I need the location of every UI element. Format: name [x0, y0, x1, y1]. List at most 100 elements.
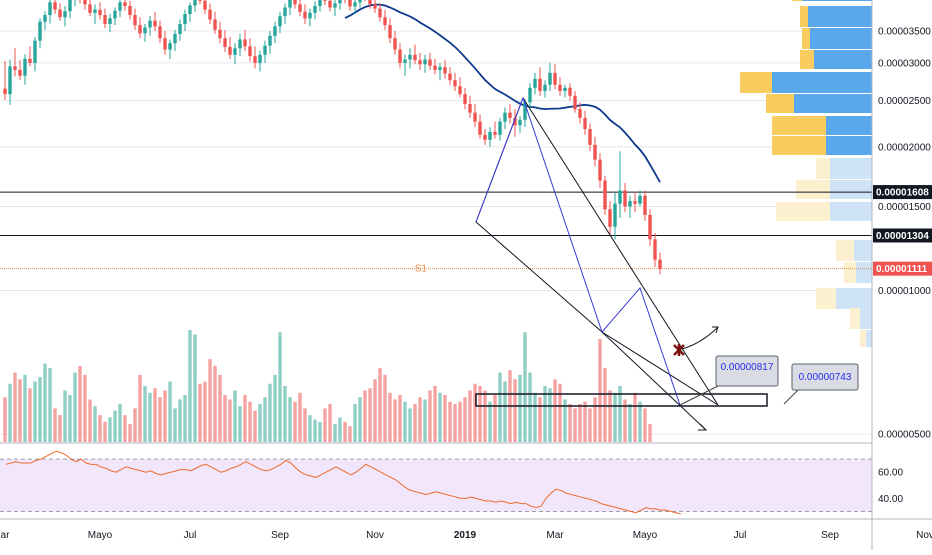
- volume-bar: [208, 359, 212, 442]
- candle-body: [578, 109, 582, 118]
- candle-body: [563, 87, 567, 91]
- volume-bar: [338, 417, 342, 442]
- volume-bar: [518, 374, 522, 442]
- candle-body: [353, 2, 357, 7]
- candle-body: [628, 201, 632, 207]
- volume-bar: [393, 399, 397, 442]
- callout-box-2[interactable]: [791, 363, 859, 391]
- moving-average: [344, 3, 661, 183]
- vp-sell-bar: [794, 94, 872, 113]
- candle: [658, 252, 662, 275]
- candle-body: [543, 84, 547, 91]
- candles: [3, 0, 662, 275]
- volume-bar: [383, 374, 387, 442]
- volume-bar: [618, 386, 622, 442]
- vp-sell-bar: [836, 288, 872, 309]
- candle: [508, 104, 512, 124]
- time-tick: Mar: [546, 530, 564, 541]
- volume-bar: [463, 397, 467, 442]
- volume-bar: [368, 388, 372, 442]
- candle-body: [83, 0, 87, 5]
- volume-bar: [303, 408, 307, 442]
- candle: [613, 193, 617, 240]
- volume-bar: [438, 392, 442, 442]
- volume-bar: [63, 390, 67, 442]
- volume-bar: [18, 379, 22, 442]
- candle: [453, 72, 457, 91]
- candle-body: [153, 20, 157, 27]
- volume-bar: [563, 399, 567, 442]
- callout-box-1[interactable]: [715, 355, 779, 387]
- candle: [543, 80, 547, 98]
- candle-body: [198, 0, 202, 1]
- candle-body: [188, 5, 192, 14]
- volume-bar: [608, 390, 612, 442]
- price-axis[interactable]: 0.00003500 0.00003000 0.00002500 0.00002…: [873, 27, 932, 505]
- candle: [63, 5, 67, 27]
- volume-bar: [448, 401, 452, 442]
- candle-body: [513, 117, 517, 126]
- volume-bar: [313, 419, 317, 442]
- vp-buy-bar: [816, 158, 830, 179]
- volume-bar: [193, 334, 197, 442]
- candle-body: [423, 59, 427, 65]
- volume-bar: [528, 372, 532, 442]
- candle-body: [303, 11, 307, 19]
- volume-bar: [13, 372, 17, 442]
- candle-body: [638, 195, 642, 204]
- candle: [578, 102, 582, 124]
- volume-bar: [353, 403, 357, 442]
- volume-bar: [173, 408, 177, 442]
- candle-body: [568, 87, 572, 96]
- candle: [268, 31, 272, 54]
- candle-body: [173, 33, 177, 44]
- candle: [598, 153, 602, 188]
- candle: [583, 110, 587, 135]
- volume-bar: [538, 397, 542, 442]
- candle: [233, 43, 237, 65]
- drawings[interactable]: 0.00000817 0.00000743: [475, 96, 859, 431]
- candle: [383, 9, 387, 30]
- candle-body: [438, 67, 442, 70]
- vp-sell-bar: [814, 50, 872, 69]
- volume-bar: [598, 338, 602, 442]
- candle: [498, 117, 502, 141]
- vp-buy-bar: [860, 330, 866, 347]
- volume-bar: [458, 401, 462, 442]
- candle-body: [248, 46, 252, 57]
- volume-bar: [258, 403, 262, 442]
- candle: [243, 29, 247, 51]
- candle: [13, 48, 17, 77]
- vp-buy-bar: [800, 50, 814, 69]
- volume-bar: [418, 397, 422, 442]
- candle: [28, 46, 32, 67]
- volume-bar: [188, 330, 192, 442]
- target-zone-rect[interactable]: [475, 393, 768, 407]
- candle: [633, 193, 637, 213]
- volume-bar: [98, 415, 102, 442]
- candle: [138, 17, 142, 39]
- time-axis[interactable]: ar Mayo Jul Sep Nov 2019 Mar Mayo Jul Se…: [1, 530, 932, 541]
- candle-body: [253, 56, 257, 63]
- candle-body: [243, 39, 247, 47]
- candle-body: [393, 38, 397, 50]
- candle-body: [553, 72, 557, 85]
- candle-body: [263, 45, 267, 55]
- candle-body: [3, 88, 7, 95]
- candle-body: [193, 0, 197, 6]
- time-tick: Mayo: [633, 530, 658, 541]
- candle: [313, 1, 317, 20]
- candle: [488, 127, 492, 147]
- candle-body: [8, 66, 12, 95]
- candle-body: [128, 5, 132, 16]
- vp-buy-bar: [766, 94, 794, 113]
- candle-body: [473, 112, 477, 122]
- candle-body: [43, 15, 47, 22]
- volume-bar: [573, 408, 577, 442]
- candle-body: [318, 0, 322, 6]
- vp-buy-bar: [844, 262, 856, 283]
- candle-body: [328, 0, 332, 8]
- candle: [288, 0, 292, 16]
